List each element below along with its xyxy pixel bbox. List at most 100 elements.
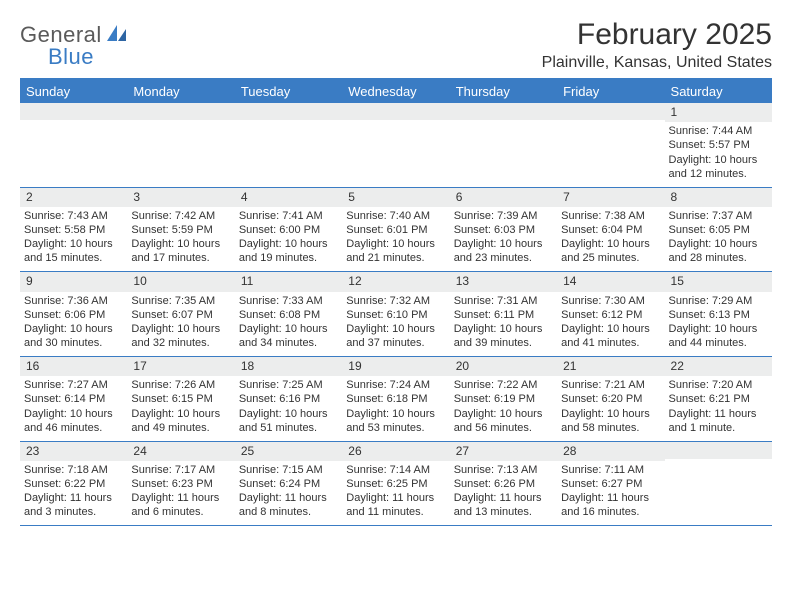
day-info-line: Sunset: 6:14 PM [24,392,123,406]
calendar-day-cell [235,103,342,187]
day-info-line: Daylight: 10 hours and 34 minutes. [239,322,338,350]
calendar-day-cell: 12Sunrise: 7:32 AMSunset: 6:10 PMDayligh… [342,272,449,356]
day-info-line: Sunrise: 7:38 AM [561,209,660,223]
day-info-line: Daylight: 10 hours and 25 minutes. [561,237,660,265]
day-info-line: Daylight: 10 hours and 41 minutes. [561,322,660,350]
day-number: 10 [127,272,234,291]
day-info-line: Sunset: 6:27 PM [561,477,660,491]
title-block: February 2025 Plainville, Kansas, United… [542,18,772,72]
weekday-header: Monday [127,80,234,103]
day-info-line: Sunset: 5:58 PM [24,223,123,237]
calendar-table: Sunday Monday Tuesday Wednesday Thursday… [20,78,772,526]
day-info-line: Sunrise: 7:33 AM [239,294,338,308]
day-info-line: Sunset: 6:01 PM [346,223,445,237]
location-text: Plainville, Kansas, United States [542,54,772,72]
day-number: 12 [342,272,449,291]
day-info-line: Sunrise: 7:43 AM [24,209,123,223]
calendar-day-cell: 1Sunrise: 7:44 AMSunset: 5:57 PMDaylight… [665,103,772,187]
day-number: 19 [342,357,449,376]
day-info-line: Sunrise: 7:37 AM [669,209,768,223]
calendar-day-cell: 27Sunrise: 7:13 AMSunset: 6:26 PMDayligh… [450,442,557,526]
day-info-line: Sunrise: 7:40 AM [346,209,445,223]
day-info-line: Sunset: 6:00 PM [239,223,338,237]
calendar-day-cell: 14 Sunrise: 7:30 AMSunset: 6:12 PMDayligh… [557,272,664,356]
calendar-day-cell: 16Sunrise: 7:27 AMSunset: 6:14 PMDayligh… [20,357,127,441]
day-number: 6 [450,188,557,207]
day-number: 28 [557,442,664,461]
day-number: 20 [450,357,557,376]
day-info-line: Sunset: 6:06 PM [24,308,123,322]
day-info-line: Daylight: 10 hours and 23 minutes. [454,237,553,265]
day-number: 4 [235,188,342,207]
day-info-line: Daylight: 10 hours and 56 minutes. [454,407,553,435]
calendar-day-cell: 8Sunrise: 7:37 AMSunset: 6:05 PMDaylight… [665,188,772,272]
calendar-day-cell: 23Sunrise: 7:18 AMSunset: 6:22 PMDayligh… [20,442,127,526]
day-info-line: Sunset: 6:25 PM [346,477,445,491]
day-info-line: Sunset: 6:10 PM [346,308,445,322]
day-info-line: Sunset: 6:21 PM [669,392,768,406]
day-info-line: Sunrise: 7:41 AM [239,209,338,223]
day-info-line: Sunrise: 7:35 AM [131,294,230,308]
calendar-day-cell: 20Sunrise: 7:22 AMSunset: 6:19 PMDayligh… [450,357,557,441]
weekday-header-row: Sunday Monday Tuesday Wednesday Thursday… [20,80,772,103]
day-info-line: Daylight: 10 hours and 30 minutes. [24,322,123,350]
day-info-line: Daylight: 10 hours and 21 minutes. [346,237,445,265]
calendar-day-cell: 4 Sunrise: 7:41 AMSunset: 6:00 PMDaylight… [235,188,342,272]
weeks-container: 1Sunrise: 7:44 AMSunset: 5:57 PMDaylight… [20,103,772,526]
day-info-line: Daylight: 10 hours and 49 minutes. [131,407,230,435]
day-info-line: Daylight: 11 hours and 16 minutes. [561,491,660,519]
calendar-day-cell: 7Sunrise: 7:38 AMSunset: 6:04 PMDaylight… [557,188,664,272]
day-number: 2 [20,188,127,207]
weekday-header: Tuesday [235,80,342,103]
calendar-page: General Blue February 2025 Plainville, K… [0,0,792,536]
day-number: 16 [20,357,127,376]
day-info-line: Daylight: 10 hours and 17 minutes. [131,237,230,265]
day-info-line: Sunrise: 7:17 AM [131,463,230,477]
day-info-line: Daylight: 11 hours and 13 minutes. [454,491,553,519]
day-info-line: Sunset: 6:08 PM [239,308,338,322]
calendar-day-cell: 10Sunrise: 7:35 AMSunset: 6:07 PMDayligh… [127,272,234,356]
weekday-header: Saturday [665,80,772,103]
day-info-line: Sunset: 5:57 PM [669,138,768,152]
day-number [557,103,664,120]
day-info-line: Sunset: 6:13 PM [669,308,768,322]
calendar-day-cell [665,442,772,526]
day-number: 5 [342,188,449,207]
calendar-week-row: 16Sunrise: 7:27 AMSunset: 6:14 PMDayligh… [20,357,772,442]
calendar-day-cell [20,103,127,187]
day-info-line: Sunrise: 7:11 AM [561,463,660,477]
day-info-line: Sunrise: 7:24 AM [346,378,445,392]
day-info-line: Daylight: 10 hours and 12 minutes. [669,153,768,181]
day-info-line: Sunset: 6:05 PM [669,223,768,237]
day-number: 17 [127,357,234,376]
day-info-line: Sunrise: 7:44 AM [669,124,768,138]
calendar-day-cell: 18Sunrise: 7:25 AMSunset: 6:16 PMDayligh… [235,357,342,441]
day-info-line: Sunset: 6:12 PM [561,308,660,322]
day-info-line: Daylight: 10 hours and 39 minutes. [454,322,553,350]
day-info-line: Sunset: 5:59 PM [131,223,230,237]
calendar-week-row: 9Sunrise: 7:36 AMSunset: 6:06 PMDaylight… [20,272,772,357]
day-info-line: Sunrise: 7:29 AM [669,294,768,308]
day-number: 11 [235,272,342,291]
day-info-line: Daylight: 11 hours and 3 minutes. [24,491,123,519]
day-number: 27 [450,442,557,461]
weekday-header: Sunday [20,80,127,103]
day-info-line: Daylight: 10 hours and 44 minutes. [669,322,768,350]
day-info-line: Sunrise: 7:14 AM [346,463,445,477]
calendar-day-cell: 13Sunrise: 7:31 AMSunset: 6:11 PMDayligh… [450,272,557,356]
calendar-day-cell: 26Sunrise: 7:14 AMSunset: 6:25 PMDayligh… [342,442,449,526]
day-number: 14 [557,272,664,291]
calendar-day-cell: 19Sunrise: 7:24 AMSunset: 6:18 PMDayligh… [342,357,449,441]
day-number: 22 [665,357,772,376]
calendar-day-cell: 11 Sunrise: 7:33 AMSunset: 6:08 PMDayligh… [235,272,342,356]
day-info-line: Sunset: 6:16 PM [239,392,338,406]
day-info-line: Daylight: 10 hours and 58 minutes. [561,407,660,435]
day-info-line: Sunrise: 7:22 AM [454,378,553,392]
page-title: February 2025 [542,18,772,52]
calendar-day-cell: 28 Sunrise: 7:11 AMSunset: 6:27 PMDayligh… [557,442,664,526]
day-info-line: Sunset: 6:24 PM [239,477,338,491]
day-info-line: Daylight: 10 hours and 19 minutes. [239,237,338,265]
calendar-day-cell: 9Sunrise: 7:36 AMSunset: 6:06 PMDaylight… [20,272,127,356]
day-info-line: Sunrise: 7:30 AM [561,294,660,308]
day-info-line: Sunrise: 7:20 AM [669,378,768,392]
